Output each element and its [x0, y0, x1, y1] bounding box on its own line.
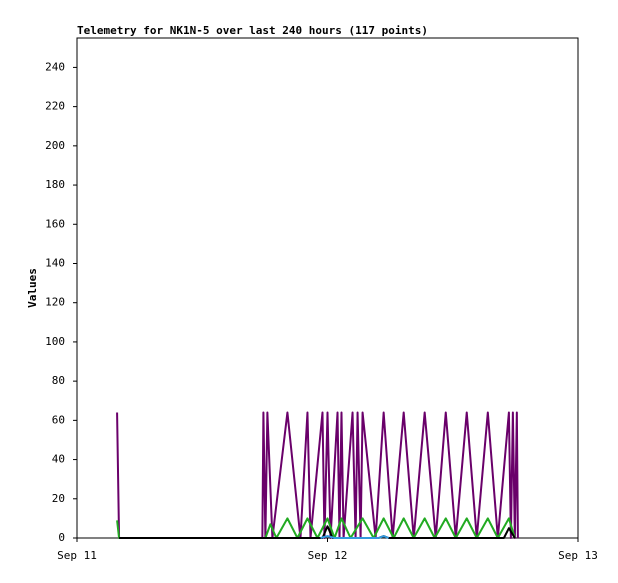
y-tick-label: 160	[45, 217, 65, 230]
x-tick-label: Sep 12	[308, 549, 348, 562]
y-tick-label: 120	[45, 296, 65, 309]
y-tick-label: 140	[45, 256, 65, 269]
y-tick-label: 0	[58, 531, 65, 544]
y-tick-label: 240	[45, 60, 65, 73]
series-line	[116, 411, 519, 539]
y-tick-label: 180	[45, 178, 65, 191]
y-tick-label: 80	[52, 374, 65, 387]
series-line	[320, 535, 390, 539]
y-tick-label: 220	[45, 100, 65, 113]
y-tick-label: 100	[45, 335, 65, 348]
y-tick-label: 60	[52, 413, 65, 426]
y-tick-label: 40	[52, 453, 65, 466]
y-axis-label: Values	[26, 268, 39, 308]
chart-title: Telemetry for NK1N-5 over last 240 hours…	[77, 24, 428, 37]
x-tick-label: Sep 13	[558, 549, 598, 562]
y-tick-label: 200	[45, 139, 65, 152]
x-tick-label: Sep 11	[57, 549, 97, 562]
y-tick-label: 20	[52, 492, 65, 505]
